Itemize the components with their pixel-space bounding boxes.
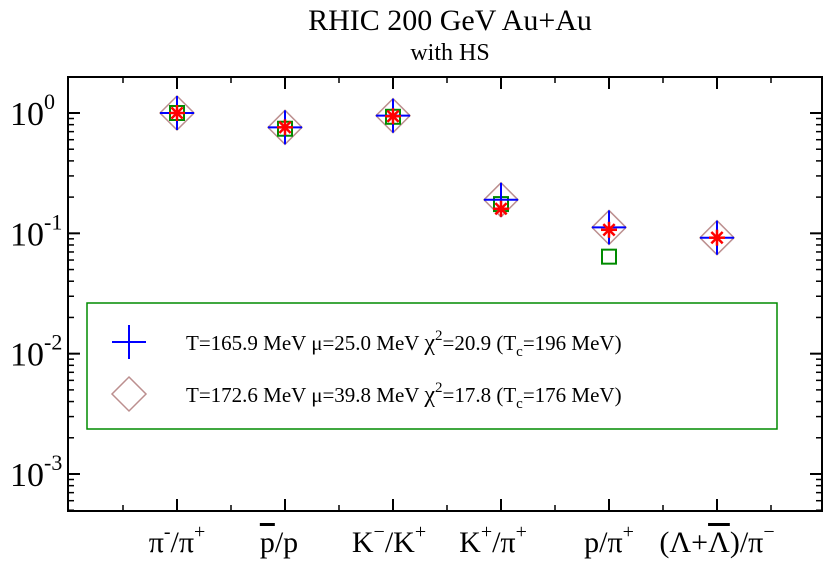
x-tick-label-base: p: [260, 526, 275, 559]
x-tick-label-mid: /K: [385, 526, 415, 559]
x-tick-label: π-/π+: [149, 521, 206, 559]
legend-label-tail: =196 MeV): [523, 331, 622, 355]
legend-label: T=165.9 MeV μ=25.0 MeV χ2=20.9 (Tc=196 M…: [186, 328, 622, 360]
star-marker-arm: [278, 120, 292, 134]
y-tick-label-base: 10: [10, 216, 44, 253]
series-plus: [160, 96, 734, 255]
y-tick-label-exponent: -1: [44, 209, 62, 234]
star-marker-arm: [710, 231, 724, 245]
chart-title: RHIC 200 GeV Au+Au: [308, 4, 592, 37]
legend-label-tail: =176 MeV): [523, 383, 622, 407]
x-tick-label: p/p: [260, 526, 298, 559]
x-tick-label-sup: +: [516, 521, 527, 543]
x-tick-label-mid: /π: [492, 526, 515, 559]
data-marks: [158, 94, 736, 265]
x-tick-label-sup: +: [623, 521, 634, 543]
series-star: [169, 105, 725, 246]
legend-box: [86, 302, 778, 430]
x-tick-label-mid: /π: [599, 526, 622, 559]
x-tick-label-mid: )/π: [730, 526, 763, 559]
legend-label-chi-sup: 2: [435, 380, 443, 396]
x-tick-label-sup: +: [415, 521, 426, 543]
x-tick-label-sup: −: [763, 521, 774, 543]
legend-label-sub: c: [516, 344, 523, 360]
y-tick-label-exponent: -3: [44, 450, 62, 475]
x-tick-label: K−/K+: [352, 521, 426, 559]
x-tick-label-sup: −: [374, 521, 385, 543]
x-tick-label-mid: /π: [171, 526, 194, 559]
x-tick-label-sup: +: [194, 521, 205, 543]
y-tick-label: 10-3: [10, 450, 62, 494]
y-tick-label-base: 10: [10, 337, 44, 374]
chart-subtitle: with HS: [410, 40, 489, 66]
star-marker-arm: [386, 109, 400, 123]
y-tick-label-exponent: -2: [44, 330, 62, 355]
x-tick-label-mid: /p: [275, 526, 298, 559]
y-tick-label: 100: [10, 89, 55, 133]
x-tick-label: (Λ+Λ)/π−: [659, 521, 774, 559]
x-tick-label-base: π: [149, 526, 164, 559]
x-tick-label-sup: -: [164, 521, 171, 543]
x-tick-label-base: K: [459, 526, 481, 559]
x-tick-label-base: K: [352, 526, 374, 559]
legend-label-chi: χ: [423, 382, 435, 408]
star-marker-arm: [170, 106, 184, 120]
y-tick-label: 10-1: [10, 209, 62, 253]
x-tick-label-base: (Λ+: [659, 526, 708, 559]
series-diamond: [158, 94, 736, 256]
star-marker-arm: [602, 223, 616, 237]
diamond-marker: [110, 375, 148, 413]
y-tick-label-base: 10: [10, 457, 44, 494]
legend-label-sub: c: [516, 396, 523, 412]
x-tick-label-base: p: [584, 526, 599, 559]
x-tick-label-sup: +: [481, 521, 492, 543]
legend-label-chi-sup: 2: [435, 328, 443, 344]
legend-label-main: T=165.9 MeV μ=25.0 MeV: [186, 331, 424, 355]
y-tick-label-base: 10: [10, 96, 44, 133]
square-marker: [601, 248, 617, 265]
legend-label-chi: χ: [423, 330, 435, 356]
y-tick-label: 10-2: [10, 330, 62, 374]
x-axis: π-/π+ p/p K−/K+ K+/π+ p/π+ (Λ+Λ)/π−: [122, 77, 775, 559]
x-tick-label: K+/π+: [459, 521, 527, 559]
x-tick-label: p/π+: [584, 521, 634, 559]
legend-label: T=172.6 MeV μ=39.8 MeV χ2=17.8 (Tc=176 M…: [186, 380, 622, 412]
y-tick-label-exponent: 0: [44, 89, 55, 114]
legend-label-rest: =20.9 (T: [443, 331, 517, 355]
legend-label-rest: =17.8 (T: [443, 383, 517, 407]
plot-frame: [67, 76, 823, 512]
star-marker-arm: [494, 202, 508, 216]
x-tick-label-overline: Λ: [708, 526, 730, 559]
legend-label-main: T=172.6 MeV μ=39.8 MeV: [186, 383, 424, 407]
legend: T=165.9 MeV μ=25.0 MeV χ2=20.9 (Tc=196 M…: [86, 302, 778, 430]
